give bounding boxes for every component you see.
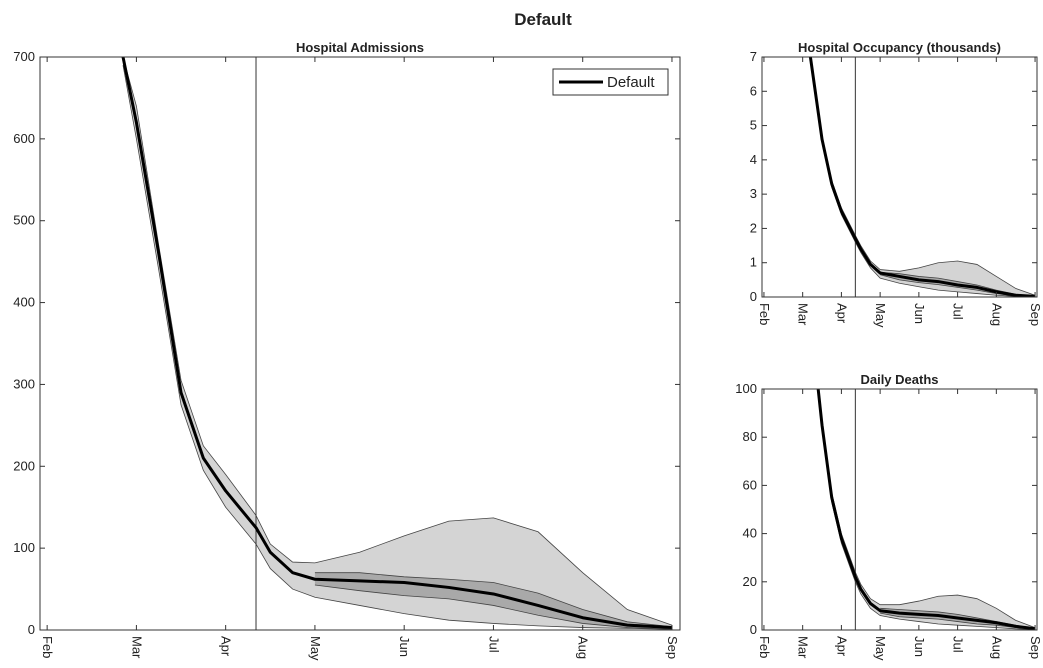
y-tick-label: 400 <box>13 295 35 310</box>
plot-background <box>762 57 1037 297</box>
figure-title: Default <box>514 10 572 29</box>
band-edge <box>314 584 672 630</box>
y-tick-label: 6 <box>750 83 757 98</box>
x-tick-label: Aug <box>989 303 1004 326</box>
axes-frame <box>761 56 1038 298</box>
plot-background <box>762 389 1037 630</box>
median-line <box>816 389 1036 630</box>
y-tick-label: 0 <box>28 622 35 637</box>
x-tick-label: Apr <box>834 636 849 657</box>
y-tick-label: 600 <box>13 131 35 146</box>
axes-title: Daily Deaths <box>860 372 938 387</box>
plot-area <box>762 389 1037 630</box>
median-line <box>808 57 1036 297</box>
x-tick-label: Mar <box>796 303 811 326</box>
x-tick-label: Sep <box>1028 303 1043 326</box>
band-area <box>314 572 672 630</box>
plot-area <box>40 57 680 630</box>
y-tick-label: 80 <box>743 429 757 444</box>
band-edge <box>880 612 1036 630</box>
plot-background <box>40 57 680 630</box>
y-tick-label: 4 <box>750 152 757 167</box>
y-tick-label: 20 <box>743 574 757 589</box>
x-tick-label: Feb <box>40 636 55 658</box>
band-edge <box>122 57 673 626</box>
x-tick-label: Mar <box>129 636 144 659</box>
y-tick-label: 1 <box>750 255 757 270</box>
y-tick-label: 500 <box>13 213 35 228</box>
x-tick-label: Sep <box>665 636 680 659</box>
axes-title: Hospital Admissions <box>296 40 424 55</box>
y-tick-label: 100 <box>735 381 757 396</box>
y-tick-label: 0 <box>750 622 757 637</box>
y-tick-label: 0 <box>750 289 757 304</box>
x-tick-label: Jun <box>912 303 927 324</box>
y-tick-label: 5 <box>750 118 757 133</box>
axes-frame <box>39 56 681 631</box>
x-tick-label: Apr <box>834 303 849 324</box>
x-tick-label: Sep <box>1028 636 1043 659</box>
y-tick-label: 7 <box>750 49 757 64</box>
median-line <box>121 57 673 630</box>
legend-label: Default <box>607 74 655 91</box>
band-edge <box>122 65 672 630</box>
y-tick-label: 60 <box>743 477 757 492</box>
y-tick-label: 300 <box>13 376 35 391</box>
y-tick-label: 40 <box>743 526 757 541</box>
x-tick-label: Feb <box>757 303 772 325</box>
x-tick-label: Jul <box>951 636 966 653</box>
axes-frame <box>761 388 1038 631</box>
y-tick-label: 100 <box>13 540 35 555</box>
y-tick-label: 2 <box>750 220 757 235</box>
x-tick-label: Jun <box>397 636 412 657</box>
x-tick-label: Jul <box>951 303 966 320</box>
x-tick-label: May <box>873 636 888 661</box>
x-tick-label: Apr <box>219 636 234 657</box>
y-tick-label: 200 <box>13 458 35 473</box>
x-tick-label: Feb <box>757 636 772 658</box>
y-tick-label: 3 <box>750 186 757 201</box>
axes-title: Hospital Occupancy (thousands) <box>798 40 1001 55</box>
x-tick-label: Jun <box>912 636 927 657</box>
x-tick-label: May <box>873 303 888 328</box>
plot-area <box>762 57 1037 297</box>
x-tick-label: Aug <box>576 636 591 659</box>
x-tick-label: Mar <box>796 636 811 659</box>
y-tick-label: 700 <box>13 49 35 64</box>
x-tick-label: Aug <box>989 636 1004 659</box>
x-tick-label: May <box>308 636 323 661</box>
band-edge <box>314 572 673 628</box>
x-tick-label: Jul <box>486 636 501 653</box>
